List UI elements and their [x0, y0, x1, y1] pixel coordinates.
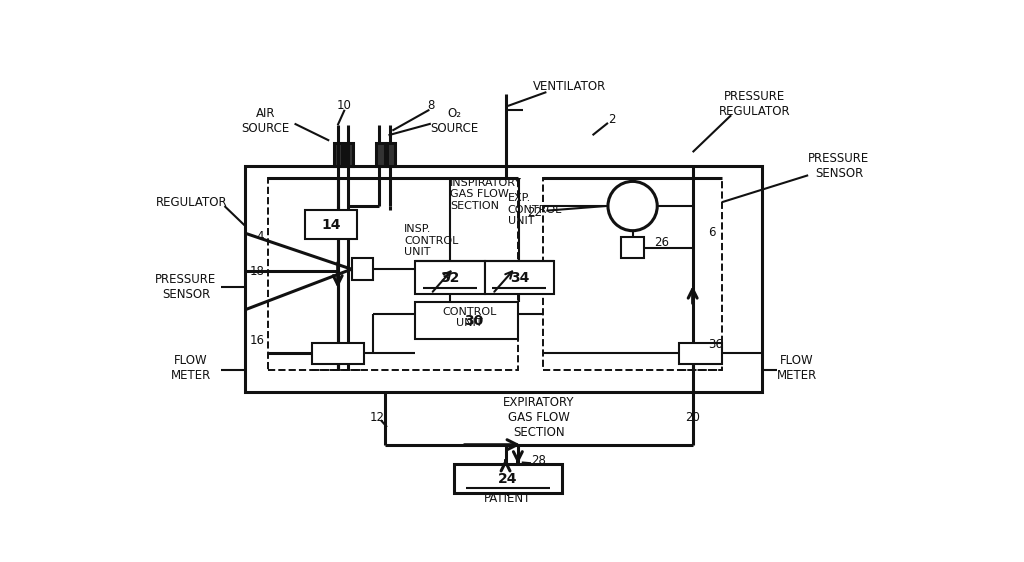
Bar — [311, 343, 364, 364]
Bar — [454, 464, 562, 493]
Text: 22: 22 — [527, 206, 543, 219]
Bar — [245, 166, 762, 392]
Text: 8: 8 — [427, 99, 434, 112]
Text: 24: 24 — [498, 472, 517, 486]
Text: 26: 26 — [654, 237, 669, 250]
Bar — [334, 143, 342, 166]
Text: FLOW
METER: FLOW METER — [170, 353, 211, 382]
Text: VENTILATOR: VENTILATOR — [532, 80, 606, 93]
Text: PRESSURE
SENSOR: PRESSURE SENSOR — [808, 152, 869, 180]
Text: PATIENT: PATIENT — [484, 492, 531, 505]
Text: 20: 20 — [685, 411, 699, 424]
Text: 34: 34 — [510, 271, 529, 284]
Text: 36: 36 — [708, 338, 723, 351]
Text: AIR
SOURCE: AIR SOURCE — [242, 107, 290, 135]
Circle shape — [608, 182, 657, 230]
Bar — [376, 143, 385, 166]
Bar — [416, 261, 484, 294]
Bar — [544, 178, 722, 370]
Text: CONTROL
UNIT: CONTROL UNIT — [442, 307, 497, 329]
Bar — [304, 210, 357, 239]
Text: PRESSURE
REGULATOR: PRESSURE REGULATOR — [719, 90, 791, 119]
Text: 6: 6 — [708, 226, 716, 239]
Text: 12: 12 — [370, 411, 384, 424]
Text: 16: 16 — [250, 334, 265, 347]
Text: 10: 10 — [337, 99, 352, 112]
Text: O₂
SOURCE: O₂ SOURCE — [430, 107, 478, 135]
Text: REGULATOR: REGULATOR — [157, 196, 228, 209]
Text: 28: 28 — [531, 454, 546, 466]
Text: EXPIRATORY
GAS FLOW
SECTION: EXPIRATORY GAS FLOW SECTION — [503, 396, 574, 439]
Bar — [267, 178, 518, 370]
Text: PRESSURE
SENSOR: PRESSURE SENSOR — [156, 273, 217, 301]
Text: 2: 2 — [608, 114, 615, 126]
Text: 4: 4 — [256, 230, 263, 243]
Text: 18: 18 — [250, 265, 265, 278]
Bar — [621, 237, 644, 259]
Text: 32: 32 — [440, 271, 460, 284]
Text: FLOW
METER: FLOW METER — [776, 353, 817, 382]
Text: INSP.
CONTROL
UNIT: INSP. CONTROL UNIT — [403, 224, 459, 257]
Bar — [345, 143, 353, 166]
Text: 14: 14 — [321, 217, 341, 232]
Text: EXP.
CONTROL
UNIT: EXP. CONTROL UNIT — [508, 193, 562, 226]
Text: INSPIRATORY
GAS FLOW
SECTION: INSPIRATORY GAS FLOW SECTION — [451, 178, 522, 211]
Bar — [484, 261, 554, 294]
Bar — [351, 259, 373, 280]
Bar — [416, 302, 518, 339]
Bar — [679, 343, 722, 364]
Bar — [387, 143, 395, 166]
Text: 30: 30 — [464, 314, 483, 328]
